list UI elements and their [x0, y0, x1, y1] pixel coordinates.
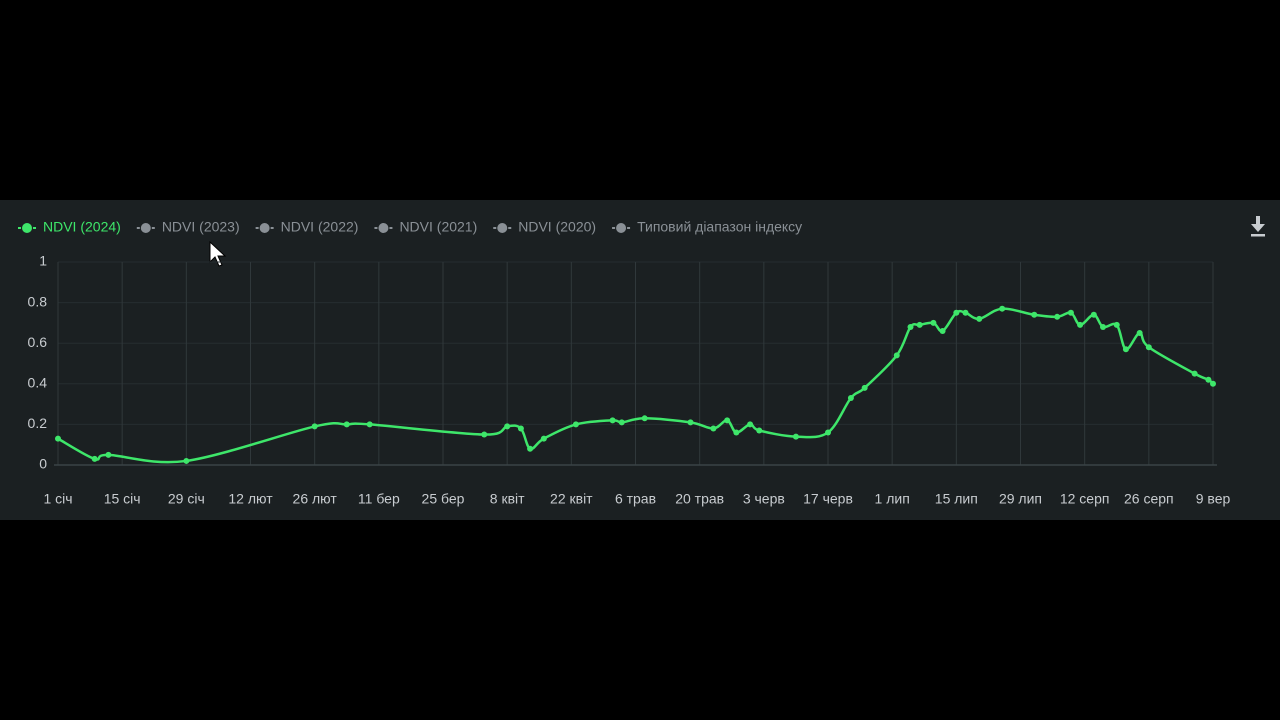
x-tick-label: 12 серп	[1060, 491, 1110, 507]
data-point	[105, 451, 112, 458]
data-point	[609, 417, 616, 424]
data-point	[930, 319, 937, 326]
data-point	[1100, 323, 1106, 330]
legend-marker[interactable]	[22, 223, 32, 233]
x-tick-label: 1 лип	[875, 491, 910, 507]
data-point	[962, 309, 969, 316]
x-tick-label: 22 квіт	[550, 491, 593, 507]
legend-marker[interactable]	[616, 223, 627, 233]
data-point	[540, 435, 547, 442]
legend-marker[interactable]	[140, 223, 151, 233]
data-point	[1077, 321, 1084, 328]
data-point	[756, 427, 763, 434]
data-point	[687, 419, 694, 426]
data-point	[733, 429, 740, 436]
data-point	[999, 305, 1006, 312]
data-point	[907, 323, 914, 330]
data-point	[366, 421, 373, 428]
data-point	[311, 423, 318, 430]
data-point	[1136, 330, 1143, 337]
x-tick-label: 15 січ	[104, 491, 141, 507]
data-point	[916, 321, 923, 328]
data-point	[618, 419, 625, 426]
chart-panel	[0, 200, 1280, 520]
data-point	[517, 425, 524, 432]
x-tick-label: 29 січ	[168, 491, 205, 507]
legend-marker[interactable]	[497, 223, 508, 233]
data-point	[1122, 346, 1129, 353]
data-point	[710, 425, 717, 432]
legend-label[interactable]: Типовий діапазон індексу	[637, 219, 802, 235]
x-tick-label: 26 серп	[1124, 491, 1174, 507]
x-tick-label: 11 бер	[358, 491, 400, 507]
data-point	[724, 417, 731, 424]
x-tick-label: 8 квіт	[490, 491, 525, 507]
legend-label[interactable]: NDVI (2020)	[518, 219, 596, 235]
x-tick-label: 6 трав	[615, 491, 656, 507]
x-tick-label: 29 лип	[999, 491, 1042, 507]
data-point	[847, 395, 854, 402]
y-tick-label: 0.8	[28, 293, 48, 309]
y-tick-label: 0	[39, 456, 47, 472]
legend-marker[interactable]	[259, 223, 270, 233]
data-point	[825, 429, 831, 436]
download-button[interactable]	[1251, 216, 1265, 237]
data-point	[641, 415, 648, 422]
y-tick-label: 0.2	[28, 415, 48, 431]
x-tick-label: 3 черв	[743, 491, 785, 507]
y-tick-label: 1	[39, 253, 47, 269]
legend-label[interactable]: NDVI (2023)	[162, 219, 240, 235]
x-tick-label: 26 лют	[293, 491, 338, 507]
mouse-cursor	[209, 240, 227, 267]
x-tick-label: 12 лют	[228, 491, 273, 507]
legend-label[interactable]: NDVI (2022)	[281, 219, 359, 235]
data-point	[747, 421, 754, 428]
data-point	[953, 309, 960, 316]
data-point	[504, 423, 511, 430]
data-point	[1145, 344, 1152, 351]
legend-marker[interactable]	[378, 223, 389, 233]
data-point	[572, 421, 579, 428]
data-point	[183, 457, 190, 464]
x-tick-label: 9 вер	[1196, 491, 1231, 507]
legend-label[interactable]: NDVI (2021)	[399, 219, 477, 235]
data-point	[939, 328, 946, 335]
data-point	[976, 315, 983, 322]
data-point	[1031, 311, 1038, 318]
data-point	[1210, 380, 1216, 387]
y-tick-label: 0.4	[28, 375, 48, 391]
data-point	[1205, 376, 1212, 383]
data-point	[893, 352, 900, 359]
x-tick-label: 1 січ	[43, 491, 72, 507]
data-point	[1191, 370, 1198, 377]
data-point	[481, 431, 488, 438]
data-point	[91, 455, 98, 462]
data-point	[527, 445, 534, 452]
data-point	[1113, 321, 1120, 328]
data-point	[792, 433, 799, 440]
data-point	[343, 421, 350, 428]
x-tick-label: 25 бер	[422, 491, 465, 507]
x-tick-label: 20 трав	[675, 491, 724, 507]
data-point	[861, 384, 868, 391]
x-tick-label: 15 лип	[935, 491, 978, 507]
data-point	[55, 435, 61, 442]
data-point	[1067, 309, 1074, 316]
legend-label[interactable]: NDVI (2024)	[43, 219, 121, 235]
data-point	[1054, 313, 1061, 320]
y-tick-label: 0.6	[28, 334, 48, 350]
data-point	[1090, 311, 1097, 318]
x-tick-label: 17 черв	[803, 491, 853, 507]
